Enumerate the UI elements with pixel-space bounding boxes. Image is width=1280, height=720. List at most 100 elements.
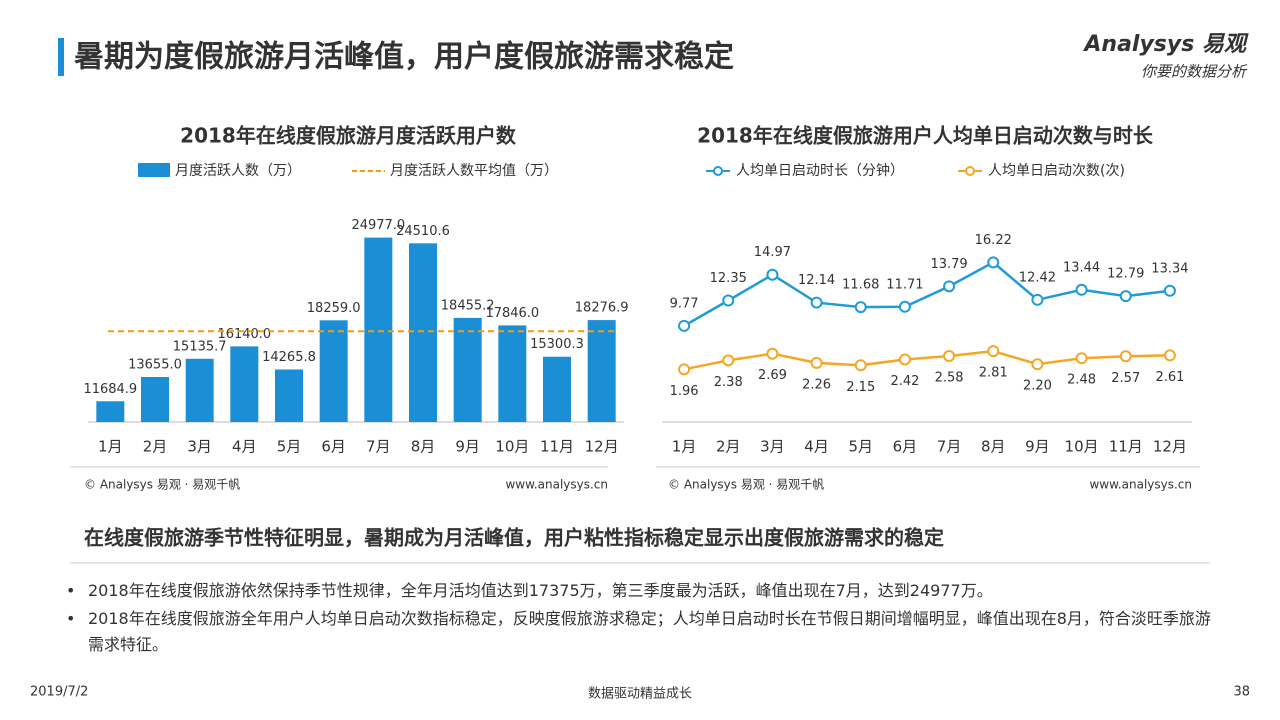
point (810, 296, 823, 309)
point (1075, 283, 1088, 296)
value-label: 2.58 (935, 371, 964, 386)
x-tick-label: 7月 (937, 438, 962, 456)
point (987, 345, 1000, 358)
date: 2019/7/2 (30, 685, 88, 700)
motto: 数据驱动精益成长 (588, 687, 692, 702)
point (1031, 293, 1044, 306)
value-label: 24977.0 (351, 218, 405, 233)
logo: Analysys 易观 (1082, 32, 1249, 57)
x-tick-label: 12月 (1153, 438, 1187, 456)
x-tick-label: 1月 (98, 438, 123, 456)
value-label: 9.77 (670, 296, 699, 311)
point (1163, 349, 1176, 362)
value-label: 12.42 (1019, 270, 1056, 285)
bullet: 2018年在线度假旅游全年用户人均单日启动次数指标稳定，反映度假旅游求稳定；人均… (66, 606, 1213, 658)
point (898, 300, 911, 313)
x-tick-label: 2月 (143, 438, 168, 456)
legend-label: 人均单日启动次数(次) (988, 163, 1125, 179)
x-tick-label: 1月 (672, 438, 697, 456)
bar (587, 320, 616, 422)
bar (453, 317, 482, 422)
bar (275, 369, 303, 422)
x-tick-label: 6月 (321, 438, 346, 456)
x-tick-label: 6月 (893, 438, 918, 456)
legend-marker (713, 166, 723, 176)
value-label: 2.48 (1067, 373, 1096, 388)
point (854, 359, 867, 372)
value-label: 12.79 (1107, 267, 1144, 282)
x-tick-label: 11月 (540, 438, 574, 456)
value-label: 13.34 (1151, 261, 1188, 276)
value-label: 13.44 (1063, 260, 1100, 275)
chart-title: 2018年在线度假旅游用户人均单日启动次数与时长 (697, 124, 1154, 148)
bar (96, 401, 125, 422)
value-label: 17846.0 (485, 306, 539, 321)
point (1119, 290, 1132, 303)
legend-marker (965, 166, 975, 176)
point (766, 268, 779, 281)
slide-title: 暑期为度假旅游月活峰值，用户度假旅游需求稳定 (74, 40, 734, 75)
point (722, 294, 735, 307)
value-label: 18276.9 (575, 301, 629, 316)
x-tick-label: 9月 (455, 438, 480, 456)
bar (185, 358, 214, 422)
bar (141, 376, 169, 422)
x-tick-label: 10月 (1065, 438, 1099, 456)
value-label: 11.68 (842, 278, 879, 293)
website: www.analysys.cn (1089, 478, 1192, 492)
x-tick-label: 2月 (716, 438, 741, 456)
series-line (683, 349, 1170, 371)
x-tick-label: 8月 (411, 438, 436, 456)
x-tick-label: 4月 (232, 438, 257, 456)
value-label: 13.79 (930, 257, 967, 272)
value-label: 2.20 (1023, 379, 1052, 394)
x-tick-label: 11月 (1109, 438, 1143, 456)
legend-label: 月度活跃人数平均值（万） (390, 163, 558, 179)
value-label: 16140.0 (217, 327, 271, 342)
website: www.analysys.cn (505, 478, 608, 492)
value-label: 2.57 (1111, 371, 1140, 386)
value-label: 2.42 (890, 374, 919, 389)
x-tick-label: 9月 (1025, 438, 1050, 456)
value-label: 12.14 (798, 273, 835, 288)
x-tick-label: 5月 (848, 438, 873, 456)
value-label: 2.69 (758, 368, 787, 383)
source: © Analysys 易观 · 易观千帆 (84, 477, 240, 492)
point (898, 353, 911, 366)
value-label: 11684.9 (83, 382, 137, 397)
legend-label: 人均单日启动时长（分钟） (736, 162, 904, 179)
x-tick-label: 12月 (585, 438, 619, 456)
bar (230, 346, 259, 422)
value-label: 18259.0 (307, 301, 361, 316)
value-label: 2.38 (714, 375, 743, 390)
value-label: 2.15 (846, 380, 875, 395)
point (678, 319, 691, 332)
value-label: 13655.0 (128, 357, 182, 372)
value-label: 11.71 (886, 277, 923, 292)
point (1119, 350, 1132, 363)
value-label: 18455.2 (441, 298, 495, 313)
x-tick-label: 3月 (187, 438, 212, 456)
slogan: 你要的数据分析 (1141, 63, 1248, 81)
bar (409, 243, 437, 422)
chart-title: 2018年在线度假旅游月度活跃用户数 (180, 124, 517, 148)
x-tick-label: 10月 (495, 438, 529, 456)
value-label: 15300.3 (530, 337, 584, 352)
bar (364, 237, 393, 422)
source: © Analysys 易观 · 易观千帆 (668, 477, 824, 492)
x-tick-label: 4月 (804, 438, 829, 456)
bar (543, 356, 571, 422)
legend-swatch (138, 163, 170, 177)
summary-heading: 在线度假旅游季节性特征明显，暑期成为月活峰值，用户粘性指标稳定显示出度假旅游需求… (84, 526, 944, 550)
value-label: 2.26 (802, 377, 831, 392)
point (1031, 358, 1044, 371)
value-label: 14265.8 (262, 350, 316, 365)
point (722, 354, 735, 367)
series-line (683, 260, 1171, 327)
x-tick-label: 3月 (760, 438, 785, 456)
title-accent (58, 38, 64, 76)
x-tick-label: 8月 (981, 438, 1006, 456)
point (766, 347, 779, 360)
value-label: 1.96 (670, 384, 699, 399)
